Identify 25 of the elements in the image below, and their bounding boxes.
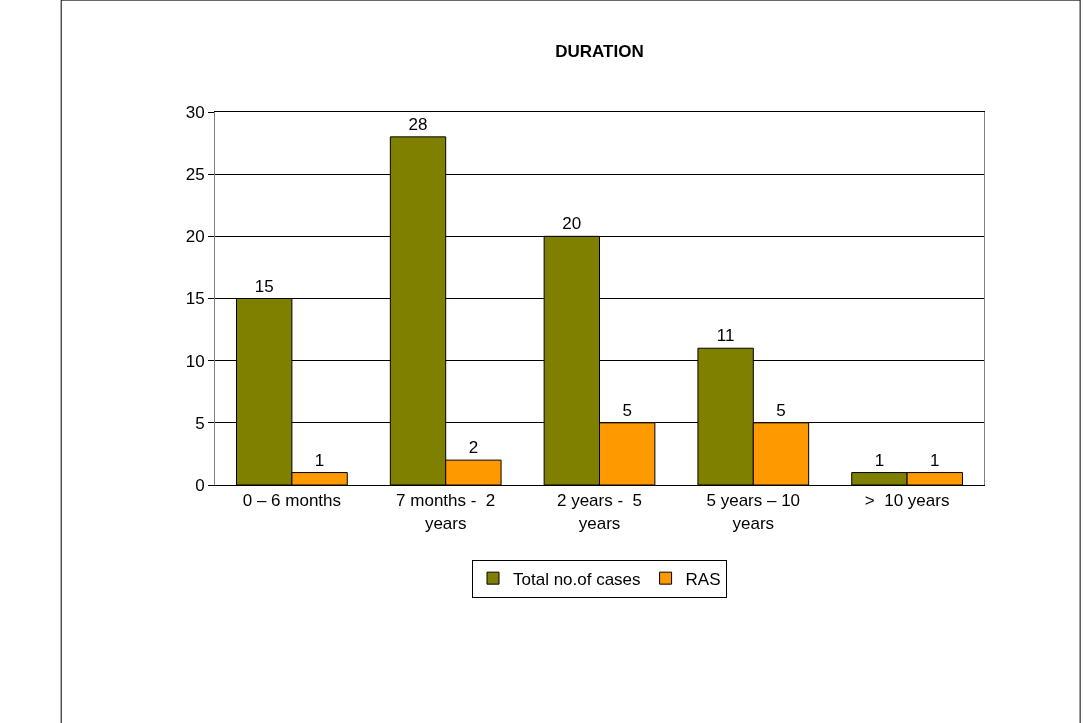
x-tick-label: 5 years – 10 years xyxy=(706,491,801,533)
y-tick-label: 25 xyxy=(185,165,205,185)
x-tick-label: 7 months - 2 years xyxy=(396,491,496,533)
data-label: 1 xyxy=(874,450,885,470)
data-label: 5 xyxy=(776,400,786,420)
y-tick-label: 30 xyxy=(185,102,205,122)
data-label: 11 xyxy=(716,326,735,346)
data-label: 1 xyxy=(930,450,940,470)
data-label: 20 xyxy=(562,214,582,234)
y-tick-label: 0 xyxy=(195,475,205,495)
legend-label: RAS xyxy=(685,569,721,589)
x-tick-label: 0 – 6 months xyxy=(242,491,342,511)
y-tick-label: 5 xyxy=(195,413,205,433)
y-tick-label: 10 xyxy=(185,351,205,371)
data-label: 2 xyxy=(468,438,479,458)
x-tick-label: 2 years - 5 years xyxy=(556,491,643,533)
y-tick-label: 20 xyxy=(185,227,205,247)
legend-label: Total no.of cases xyxy=(513,569,641,589)
x-tick-label: > 10 years xyxy=(864,491,950,511)
data-label: 28 xyxy=(408,114,428,134)
data-label: 15 xyxy=(254,276,274,296)
data-label: 1 xyxy=(314,450,325,470)
chart-title: DURATION xyxy=(555,41,644,61)
data-label: 5 xyxy=(622,400,632,420)
y-tick-label: 15 xyxy=(185,289,205,309)
